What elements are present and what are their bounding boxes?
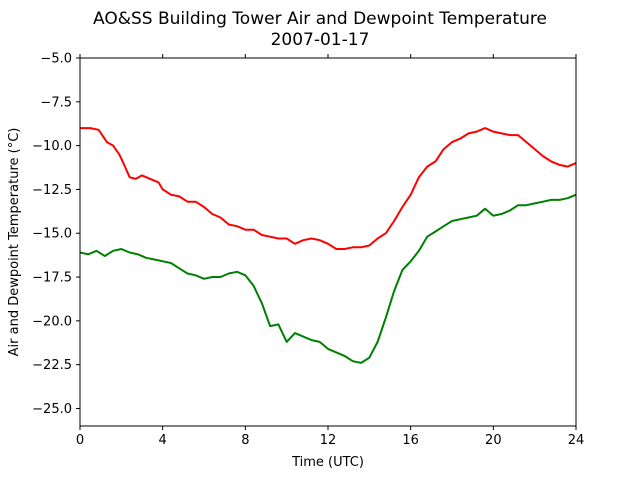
plot-area: 0 4 8 12 16 20 24 −5.0 −7.5 −10.0 −12.5 −15.0 −17.5… — [32, 52, 584, 449]
x-tick-label: 16 — [402, 433, 419, 448]
x-tick-label: 20 — [485, 433, 502, 448]
y-tick-label: −17.5 — [32, 271, 72, 286]
x-tick-label: 8 — [241, 433, 249, 448]
y-tick-label: −25.0 — [32, 402, 72, 417]
y-tick-label: −20.0 — [32, 314, 72, 329]
chart-title: AO&SS Building Tower Air and Dewpoint Te… — [93, 9, 547, 29]
y-tick-label: −15.0 — [32, 227, 72, 242]
chart-subtitle: 2007-01-17 — [271, 30, 370, 50]
series-line-1 — [79, 193, 577, 364]
y-tick-label: −10.0 — [32, 139, 72, 154]
series-line-0 — [80, 127, 577, 250]
x-axis-label: Time (UTC) — [291, 455, 364, 470]
x-tick-label: 24 — [568, 433, 585, 448]
y-tick-label: −7.5 — [40, 95, 72, 110]
y-axis-label: Air and Dewpoint Temperature (°C) — [7, 128, 22, 357]
y-tick-label: −5.0 — [40, 52, 72, 67]
x-tick-label: 4 — [159, 433, 167, 448]
y-tick-label: −22.5 — [32, 358, 72, 373]
series-layer — [79, 127, 577, 364]
x-tick-label: 0 — [76, 433, 84, 448]
y-axis-ticks: −5.0 −7.5 −10.0 −12.5 −15.0 −17.5 −20.0 −22.5 −2… — [32, 52, 80, 417]
y-tick-label: −12.5 — [32, 183, 72, 198]
x-axis-ticks: 0 4 8 12 16 20 24 — [76, 54, 584, 448]
x-tick-label: 12 — [320, 433, 337, 448]
